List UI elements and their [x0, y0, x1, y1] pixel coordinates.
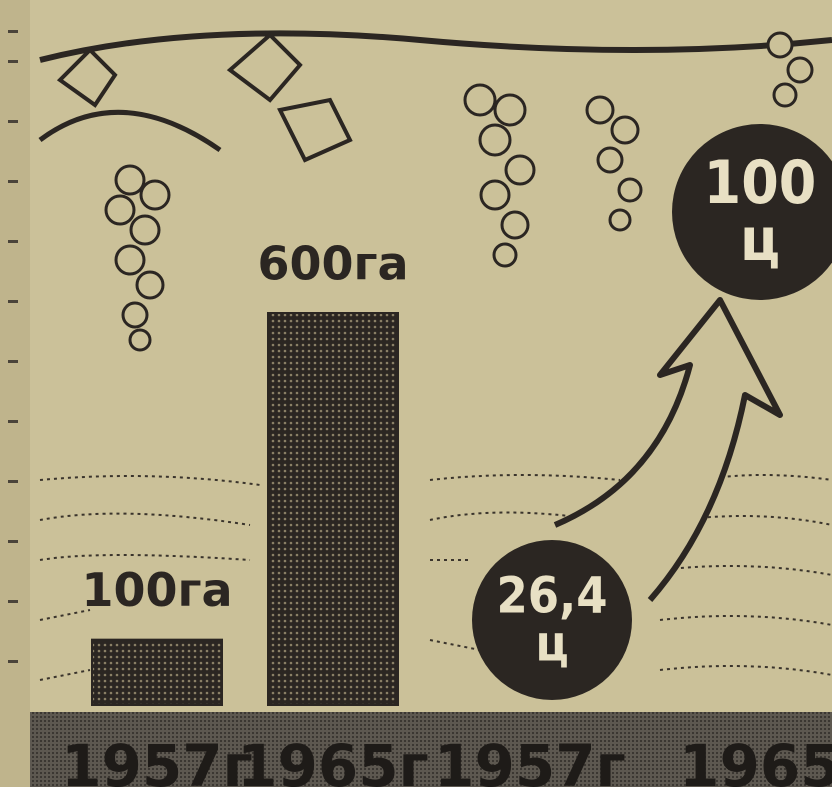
yield-label: 26,4 ц: [497, 573, 608, 668]
bar-label: 100га: [81, 563, 232, 617]
chart: 100га1957г600га1965г1957г1965г: [0, 0, 832, 787]
newspaper-column-edge: [0, 0, 30, 787]
year-label: 1957г: [61, 732, 253, 787]
bar: [92, 640, 222, 705]
year-label: 1965г: [237, 732, 429, 787]
yield-label: 100 ц: [704, 155, 817, 269]
infographic: 100га1957г600га1965г1957г1965г 26,4 ц100…: [0, 0, 832, 787]
year-label: 1965г: [679, 732, 832, 787]
year-label: 1957г: [434, 732, 626, 787]
bar: [268, 313, 398, 705]
bar-label: 600га: [257, 237, 408, 291]
